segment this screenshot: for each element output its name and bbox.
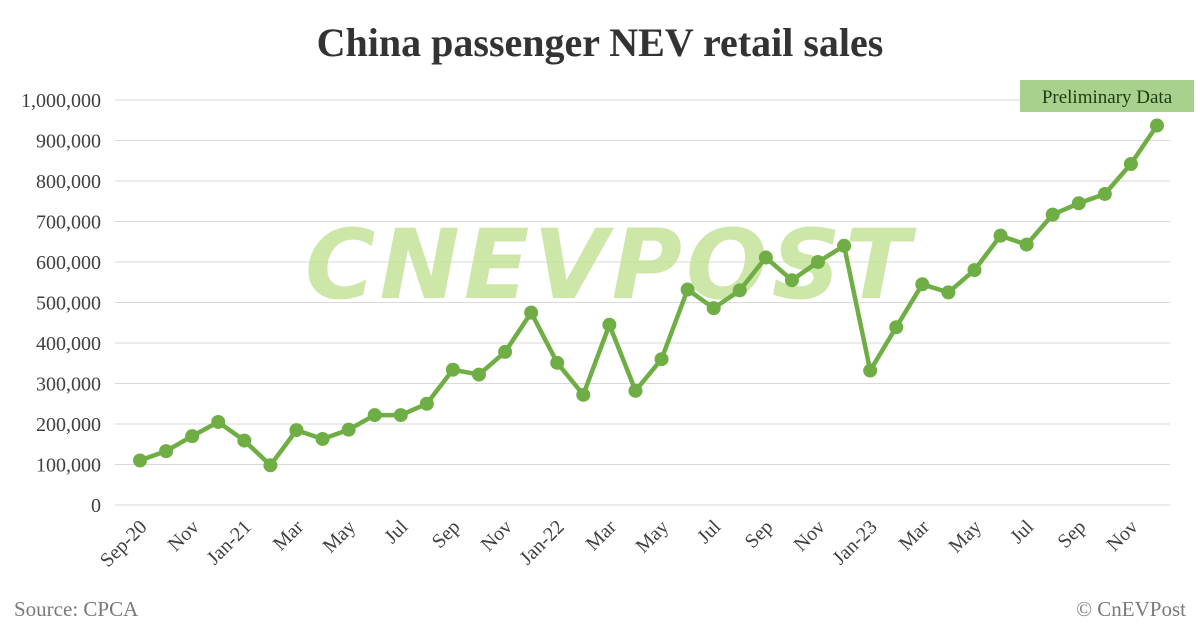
data-point [576, 387, 591, 402]
preliminary-badge: Preliminary Data [1020, 80, 1194, 112]
data-point [289, 423, 304, 438]
data-point [524, 305, 539, 320]
data-point [159, 444, 174, 459]
data-point [1019, 237, 1034, 252]
data-point [1123, 156, 1138, 171]
y-tick-label: 0 [91, 495, 101, 517]
data-point [993, 228, 1008, 243]
series-path [139, 124, 1159, 468]
x-tick-label: Mar [269, 516, 308, 555]
series-line [133, 118, 1164, 473]
data-point [1150, 118, 1164, 133]
x-tick-label: Sep-20 [96, 516, 152, 572]
x-tick-label: Sep [428, 516, 465, 553]
x-tick-label: Sep [741, 516, 778, 553]
watermark-logo: CNEVPOST [305, 209, 917, 321]
x-tick-label: Nov [1103, 516, 1143, 556]
y-tick-label: 300,000 [36, 374, 101, 396]
x-tick-label: Mar [582, 516, 621, 555]
x-tick-label: Jan-22 [516, 516, 569, 569]
x-tick-label: Nov [164, 516, 204, 556]
x-tick-label: Nov [790, 516, 830, 556]
y-tick-label: 400,000 [36, 333, 101, 355]
data-point [837, 238, 852, 253]
data-point [263, 458, 278, 473]
x-tick-label: Jan-21 [203, 516, 256, 569]
data-point [602, 317, 617, 332]
data-point [706, 301, 721, 316]
data-point [1045, 207, 1060, 222]
data-point [445, 362, 460, 377]
data-point [889, 320, 904, 335]
chart-title: China passenger NEV retail sales [317, 20, 884, 65]
data-point [758, 250, 773, 265]
x-tick-label: Nov [477, 516, 517, 556]
data-point [967, 263, 982, 278]
x-tick-label: May [945, 516, 986, 557]
preliminary-badge-label: Preliminary Data [1042, 87, 1173, 108]
x-tick-label: Jul [380, 516, 412, 548]
data-point [498, 344, 513, 359]
x-tick-label: Mar [895, 516, 934, 555]
x-tick-label: May [632, 516, 673, 557]
y-tick-label: 500,000 [36, 293, 101, 315]
x-tick-label: Jan-23 [828, 516, 881, 569]
y-tick-label: 700,000 [36, 212, 101, 234]
data-point [393, 408, 408, 423]
x-tick-label: Jul [693, 516, 725, 548]
y-tick-label: 200,000 [36, 414, 101, 436]
y-tick-label: 1,000,000 [21, 90, 101, 112]
data-point [211, 414, 226, 429]
data-point [654, 352, 669, 367]
data-point [472, 367, 486, 382]
data-point [1071, 196, 1086, 211]
x-tick-label: Jul [1006, 516, 1038, 548]
data-point [732, 283, 747, 298]
data-point [341, 422, 356, 437]
data-point [941, 285, 956, 300]
data-point [315, 431, 330, 446]
y-tick-label: 900,000 [36, 131, 101, 153]
data-point [1097, 186, 1112, 201]
y-tick-label: 600,000 [36, 252, 101, 274]
data-point [550, 355, 565, 370]
data-point [185, 429, 200, 444]
source-label: Source: CPCA [14, 597, 139, 621]
x-tick-label: May [319, 516, 360, 557]
data-point [915, 277, 930, 292]
y-tick-label: 100,000 [36, 455, 101, 477]
y-tick-label: 800,000 [36, 171, 101, 193]
y-axis-ticks: 0 100,000 200,000 300,000 400,000 500,000 600,… [21, 90, 101, 517]
data-point [237, 433, 252, 448]
preliminary-badge-bg [1020, 80, 1194, 112]
data-point [419, 396, 434, 411]
x-tick-label: Sep [1054, 516, 1091, 553]
data-point [784, 273, 799, 288]
data-point [811, 255, 825, 269]
copyright-label: © CnEVPost [1076, 597, 1186, 621]
data-point [628, 383, 643, 398]
data-point [133, 453, 147, 468]
data-point [367, 408, 382, 423]
data-point [863, 363, 878, 378]
gridlines [115, 99, 1170, 506]
data-point [680, 282, 695, 297]
